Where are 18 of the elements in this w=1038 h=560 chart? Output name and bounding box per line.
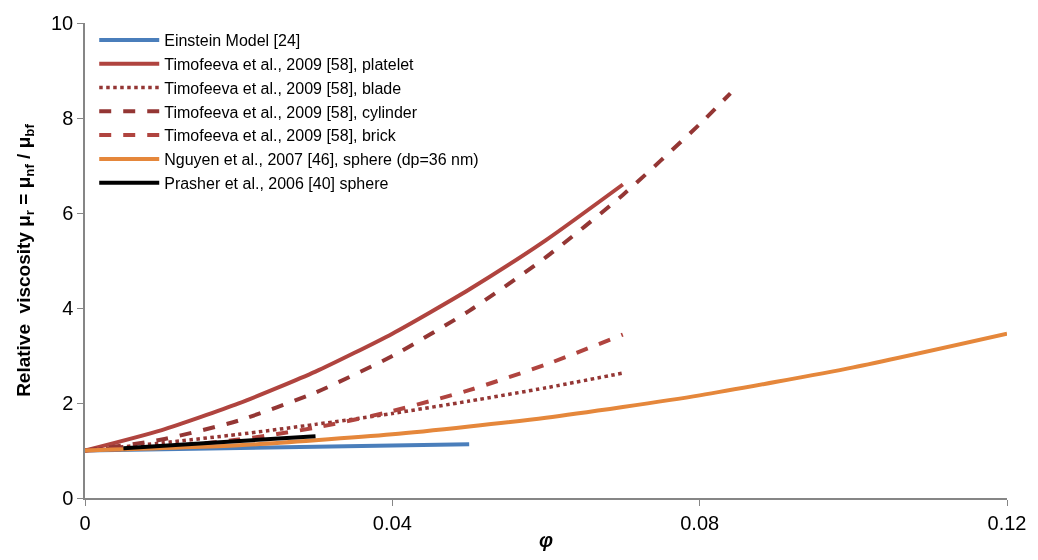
legend-label: Prasher et al., 2006 [40] sphere: [164, 174, 389, 192]
x-tick-label: 0.04: [372, 511, 412, 534]
x-axis-title: φ: [538, 528, 554, 551]
legend-label: Timofeeva et al., 2009 [58], blade: [164, 79, 402, 97]
x-tick-label: 0.08: [680, 511, 720, 534]
x-tick-label: 0: [79, 511, 91, 534]
x-tick-label: 0.12: [987, 511, 1027, 534]
legend-label: Nguyen et al., 2007 [46], sphere (dp=36 nm): [164, 151, 479, 169]
y-tick-label: 10: [51, 12, 74, 34]
y-tick-label: 8: [62, 107, 74, 129]
legend-label: Timofeeva et al., 2009 [58], cylinder: [164, 103, 418, 121]
y-tick-label: 6: [62, 202, 74, 224]
legend-label: Einstein Model [24]: [164, 32, 301, 50]
y-tick-label: 4: [62, 297, 74, 319]
legend-label: Timofeeva et al., 2009 [58], brick: [164, 127, 397, 145]
legend-label: Timofeeva et al., 2009 [58], platelet: [164, 55, 415, 73]
y-tick-label: 0: [62, 487, 74, 509]
y-tick-label: 2: [62, 392, 74, 414]
